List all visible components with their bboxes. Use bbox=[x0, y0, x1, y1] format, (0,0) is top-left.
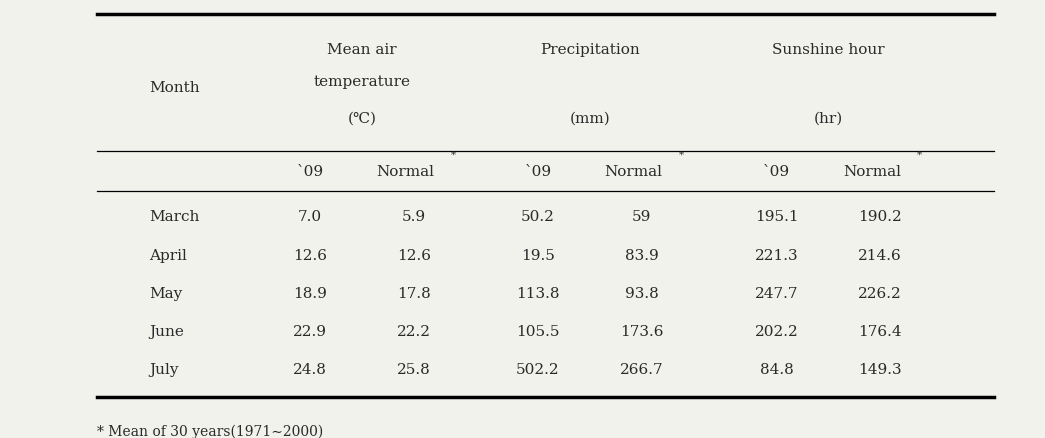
Text: Sunshine hour: Sunshine hour bbox=[772, 42, 885, 57]
Text: (hr): (hr) bbox=[814, 112, 843, 126]
Text: 113.8: 113.8 bbox=[516, 286, 560, 300]
Text: 502.2: 502.2 bbox=[516, 363, 560, 376]
Text: `09: `09 bbox=[525, 164, 552, 178]
Text: *: * bbox=[450, 151, 456, 159]
Text: 176.4: 176.4 bbox=[858, 324, 902, 338]
Text: Normal: Normal bbox=[604, 164, 663, 178]
Text: 190.2: 190.2 bbox=[858, 210, 902, 224]
Text: 195.1: 195.1 bbox=[754, 210, 798, 224]
Text: 93.8: 93.8 bbox=[625, 286, 658, 300]
Text: Normal: Normal bbox=[376, 164, 435, 178]
Text: *: * bbox=[916, 151, 922, 159]
Text: 12.6: 12.6 bbox=[397, 248, 431, 262]
Text: 202.2: 202.2 bbox=[754, 324, 798, 338]
Text: 25.8: 25.8 bbox=[397, 363, 431, 376]
Text: 105.5: 105.5 bbox=[516, 324, 560, 338]
Text: 226.2: 226.2 bbox=[858, 286, 902, 300]
Text: 7.0: 7.0 bbox=[298, 210, 322, 224]
Text: temperature: temperature bbox=[314, 75, 411, 89]
Text: 266.7: 266.7 bbox=[620, 363, 664, 376]
Text: 173.6: 173.6 bbox=[620, 324, 664, 338]
Text: 17.8: 17.8 bbox=[397, 286, 431, 300]
Text: 12.6: 12.6 bbox=[293, 248, 327, 262]
Text: 22.9: 22.9 bbox=[293, 324, 327, 338]
Text: *: * bbox=[678, 151, 683, 159]
Text: * Mean of 30 years(1971∼2000): * Mean of 30 years(1971∼2000) bbox=[97, 424, 324, 438]
Text: 59: 59 bbox=[632, 210, 651, 224]
Text: May: May bbox=[149, 286, 183, 300]
Text: Mean air: Mean air bbox=[327, 42, 397, 57]
Text: 84.8: 84.8 bbox=[760, 363, 793, 376]
Text: Month: Month bbox=[149, 81, 200, 95]
Text: 22.2: 22.2 bbox=[397, 324, 431, 338]
Text: 83.9: 83.9 bbox=[625, 248, 658, 262]
Text: 18.9: 18.9 bbox=[293, 286, 327, 300]
Text: 19.5: 19.5 bbox=[521, 248, 555, 262]
Text: 149.3: 149.3 bbox=[858, 363, 902, 376]
Text: `09: `09 bbox=[297, 164, 324, 178]
Text: 5.9: 5.9 bbox=[401, 210, 425, 224]
Text: April: April bbox=[149, 248, 187, 262]
Text: Normal: Normal bbox=[843, 164, 901, 178]
Text: 214.6: 214.6 bbox=[858, 248, 902, 262]
Text: 247.7: 247.7 bbox=[754, 286, 798, 300]
Text: 24.8: 24.8 bbox=[293, 363, 327, 376]
Text: 50.2: 50.2 bbox=[521, 210, 555, 224]
Text: `09: `09 bbox=[763, 164, 790, 178]
Text: July: July bbox=[149, 363, 179, 376]
Text: (℃): (℃) bbox=[347, 112, 376, 126]
Text: March: March bbox=[149, 210, 200, 224]
Text: June: June bbox=[149, 324, 184, 338]
Text: Precipitation: Precipitation bbox=[540, 42, 640, 57]
Text: (mm): (mm) bbox=[570, 112, 610, 126]
Text: 221.3: 221.3 bbox=[754, 248, 798, 262]
